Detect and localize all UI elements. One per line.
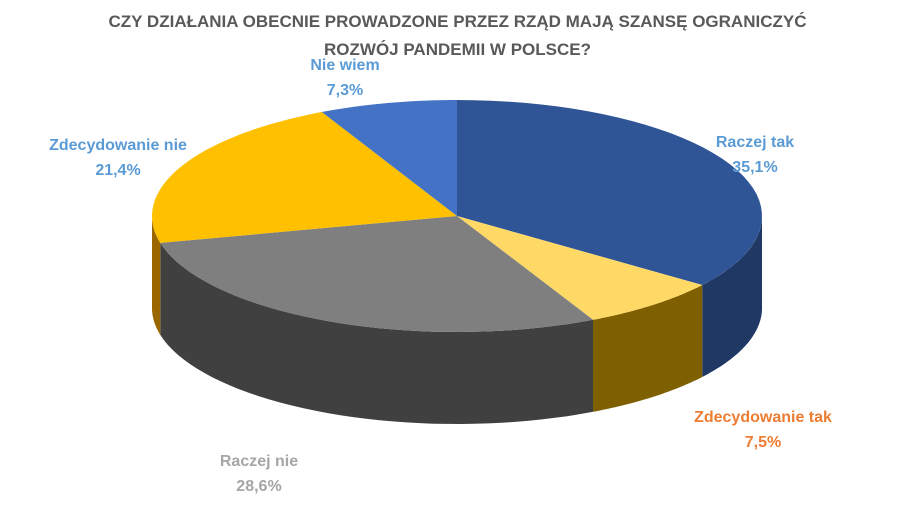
chart-title-line2: ROZWÓJ PANDEMII W POLSCE? — [324, 40, 591, 59]
pie-slice-raczej-tak — [457, 100, 762, 285]
label-name: Raczej nie — [219, 453, 299, 470]
label-name: Zdecydowanie tak — [694, 409, 832, 426]
label-value: 7,3% — [326, 82, 364, 99]
pie-slice-zdecydowanie-nie — [152, 112, 457, 243]
label-value: 35,1% — [732, 159, 778, 176]
label-value: 28,6% — [236, 478, 282, 495]
label-value: 7,5% — [744, 434, 782, 451]
label-value: 21,4% — [95, 162, 141, 179]
label-name: Zdecydowanie nie — [49, 137, 187, 154]
data-label-raczej-nie: Raczej nie 28,6% — [220, 449, 298, 499]
label-name: Raczej tak — [715, 134, 795, 151]
pie-slice-nie-wiem — [321, 100, 457, 216]
data-label-raczej-tak: Raczej tak 35,1% — [716, 130, 794, 180]
label-name: Nie wiem — [310, 57, 380, 74]
chart-title-line1: CZY DZIAŁANIA OBECNIE PROWADZONE PRZEZ R… — [108, 12, 807, 31]
pie-slice-zdecydowanie-tak — [457, 216, 703, 320]
pie-slice-side-3 — [152, 216, 161, 335]
pie-slice-raczej-nie — [160, 216, 594, 332]
pie-slice-side-2 — [160, 242, 594, 424]
data-label-zdecydowanie-tak: Zdecydowanie tak 7,5% — [694, 405, 832, 455]
data-label-zdecydowanie-nie: Zdecydowanie nie 21,4% — [49, 133, 187, 183]
pie-slice-side-0 — [702, 216, 762, 377]
data-label-nie-wiem: Nie wiem 7,3% — [310, 53, 379, 103]
pie-slice-side-1 — [593, 285, 703, 412]
